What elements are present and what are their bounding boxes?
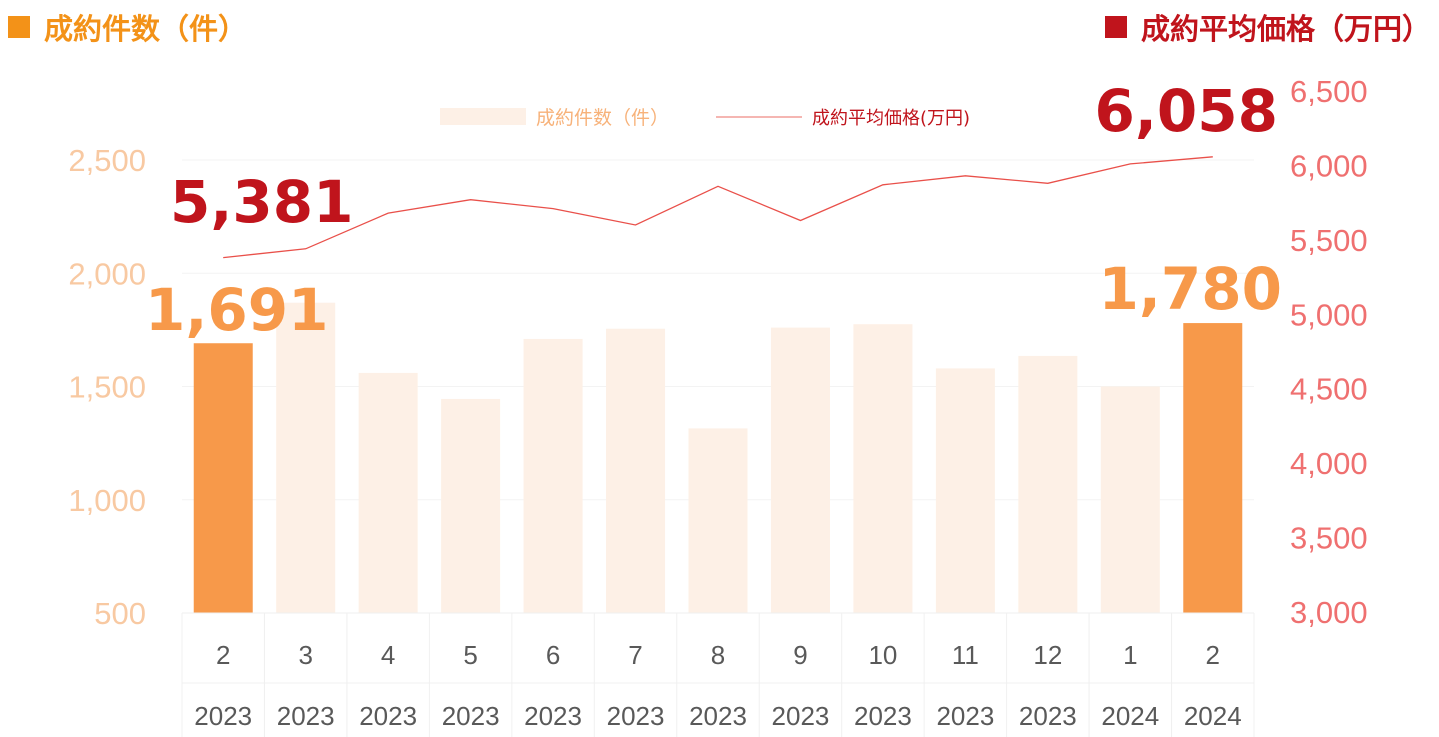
price-callout: 5,381 bbox=[170, 168, 353, 236]
bar-11 bbox=[1018, 355, 1078, 613]
x-year-label: 2024 bbox=[1101, 701, 1159, 731]
right-tick-label: 6,000 bbox=[1290, 148, 1368, 183]
x-month-label: 2 bbox=[1206, 640, 1220, 670]
left-axis-title: 成約件数（件） bbox=[8, 6, 247, 48]
x-month-label: 11 bbox=[952, 640, 979, 670]
left-tick-label: 2,000 bbox=[68, 256, 146, 291]
count-callout: 1,691 bbox=[145, 276, 328, 344]
bar-12 bbox=[1100, 386, 1160, 613]
price-callout: 6,058 bbox=[1095, 77, 1278, 145]
x-year-label: 2023 bbox=[772, 701, 830, 731]
left-tick-label: 1,500 bbox=[68, 370, 146, 405]
x-month-label: 7 bbox=[628, 640, 642, 670]
left-axis-title-text: 成約件数（件） bbox=[44, 12, 248, 46]
left-legend-square-icon bbox=[8, 16, 30, 38]
right-axis-title: 成約平均価格（万円） bbox=[1104, 6, 1431, 48]
right-tick-label: 4,500 bbox=[1290, 372, 1368, 407]
bar-7 bbox=[688, 428, 748, 613]
x-month-label: 8 bbox=[711, 640, 725, 670]
x-year-label: 2023 bbox=[689, 701, 747, 731]
line-series bbox=[223, 156, 1213, 259]
left-tick-label: 2,500 bbox=[68, 143, 146, 178]
count-callout: 1,780 bbox=[1099, 255, 1282, 323]
right-tick-label: 6,500 bbox=[1290, 74, 1368, 109]
x-month-label: 5 bbox=[463, 640, 477, 670]
x-month-label: 1 bbox=[1123, 640, 1137, 670]
x-year-label: 2023 bbox=[524, 701, 582, 731]
right-legend-square-icon bbox=[1104, 16, 1127, 38]
legend: 成約件数（件） 成約平均価格(万円) bbox=[440, 107, 970, 129]
bar-series bbox=[193, 302, 1243, 613]
x-month-label: 2 bbox=[216, 640, 230, 670]
x-year-label: 2023 bbox=[1019, 701, 1077, 731]
x-month-label: 3 bbox=[298, 640, 312, 670]
x-axis: 2 2023 3 2023 4 2023 5 2023 6 2023 7 2023 8 2023 9 2023… bbox=[181, 612, 1255, 737]
left-tick-label: 500 bbox=[94, 596, 146, 631]
right-tick-label: 5,000 bbox=[1290, 297, 1368, 332]
left-y-axis: 500 1,000 1,500 2,000 2,500 bbox=[68, 143, 146, 631]
x-year-label: 2024 bbox=[1184, 701, 1242, 731]
right-y-axis: 3,000 3,500 4,000 4,500 5,000 5,500 6,000 6,500 bbox=[1290, 74, 1368, 630]
bar-1 bbox=[193, 343, 253, 613]
bar-5 bbox=[523, 338, 583, 613]
x-month-label: 9 bbox=[793, 640, 807, 670]
x-year-label: 2023 bbox=[442, 701, 500, 731]
x-year-label: 2023 bbox=[277, 701, 335, 731]
legend-line-label: 成約平均価格(万円) bbox=[812, 108, 970, 129]
price-line bbox=[223, 156, 1213, 259]
x-year-label: 2023 bbox=[854, 701, 912, 731]
x-month-label: 4 bbox=[381, 640, 395, 670]
right-tick-label: 4,000 bbox=[1290, 446, 1368, 481]
right-tick-label: 3,500 bbox=[1290, 521, 1368, 556]
x-year-label: 2023 bbox=[359, 701, 417, 731]
bar-2 bbox=[276, 302, 336, 613]
left-tick-label: 1,000 bbox=[68, 483, 146, 518]
bar-3 bbox=[358, 372, 418, 613]
x-year-label: 2023 bbox=[936, 701, 994, 731]
x-month-label: 12 bbox=[1033, 640, 1062, 670]
bar-13 bbox=[1183, 323, 1243, 613]
legend-bar-swatch bbox=[440, 108, 526, 125]
bar-9 bbox=[853, 324, 913, 613]
bar-10 bbox=[935, 368, 995, 613]
bar-8 bbox=[770, 327, 830, 613]
callouts: 5,381 6,058 1,691 1,780 bbox=[145, 77, 1282, 344]
right-tick-label: 3,000 bbox=[1290, 595, 1368, 630]
right-tick-label: 5,500 bbox=[1290, 223, 1368, 258]
legend-bar-label: 成約件数（件） bbox=[536, 107, 669, 129]
x-month-label: 6 bbox=[546, 640, 560, 670]
x-month-label: 10 bbox=[868, 640, 897, 670]
right-axis-title-text: 成約平均価格（万円） bbox=[1140, 12, 1431, 46]
bar-4 bbox=[441, 398, 501, 613]
x-year-label: 2023 bbox=[194, 701, 252, 731]
x-year-label: 2023 bbox=[607, 701, 665, 731]
bar-6 bbox=[606, 328, 666, 613]
